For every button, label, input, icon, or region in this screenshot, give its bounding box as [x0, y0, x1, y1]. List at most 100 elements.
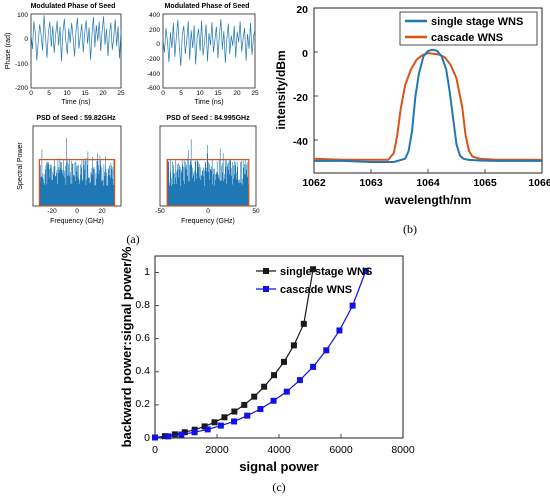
- subplot-b-xtick: 1065: [473, 177, 497, 189]
- subplot-a1-series: [30, 15, 122, 62]
- subplot-c-point-cascade: [323, 347, 330, 354]
- subplot-a2-title: Modulated Phase of Seed: [165, 3, 250, 10]
- subplot-c-point-cascade: [362, 267, 369, 274]
- subplot-c-point-cascade: [336, 327, 343, 334]
- subplot-b-xtick: 1062: [302, 177, 326, 189]
- subplot-a4-title: PSD of Seed : 84.995GHz: [166, 115, 250, 122]
- subplot-c-point-single: [300, 320, 307, 327]
- figure-label-b: (b): [403, 222, 417, 236]
- subplot-c-point-single: [201, 423, 208, 430]
- subplot-a3-xtick: 0: [75, 208, 79, 215]
- subplot-a4-series: [166, 139, 250, 207]
- subplot-a2-xlabel: Time (ns): [194, 99, 223, 106]
- subplot-a3-title: PSD of Seed : 59.82GHz: [36, 115, 116, 122]
- subplot-c-point-cascade: [191, 429, 198, 436]
- subplot-a2-trace: [162, 19, 256, 66]
- subplot-c-point-single: [271, 372, 278, 379]
- subplot-b-xtick: 1063: [359, 177, 383, 189]
- subplot-b-ytick: 20: [296, 4, 308, 16]
- subplot-a4-xlabel: Frequency (GHz): [181, 218, 235, 225]
- subplot-c-legend: single stage WNS cascade WNS: [256, 266, 372, 296]
- subplot-a1-xtick: 10: [63, 90, 71, 97]
- subplot-b-ylabel: intensity/dBm: [274, 50, 288, 129]
- subplot-a2-ytick: 0: [156, 41, 160, 48]
- subplot-c-ytick: 1: [144, 266, 150, 278]
- subplot-a1-title: Modulated Phase of Seed: [31, 3, 116, 10]
- subplot-b-legend-label-cascade: cascade WNS: [431, 32, 503, 44]
- subplot-c-ytick: 0.2: [135, 398, 150, 410]
- subplot-a1: Modulated Phase of Seed 100 0 -100 -200 …: [5, 3, 125, 106]
- subplot-c-point-single: [261, 383, 268, 390]
- subplot-c-ylabel: backward power:signal power/%: [119, 246, 134, 447]
- panel-c: 0 0.2 0.4 0.6 0.8 1 0 2000 4000 6000 800…: [119, 246, 415, 494]
- subplot-a2-ytick: -600: [147, 85, 160, 92]
- subplot-c-point-single: [290, 342, 297, 349]
- subplot-c-point-cascade: [204, 426, 211, 433]
- subplot-a3-band-outline: [38, 159, 116, 207]
- subplot-a3-series: [38, 137, 116, 207]
- subplot-c-point-cascade: [257, 406, 264, 413]
- subplot-a2-xtick: 5: [179, 90, 183, 97]
- subplot-a2-xtick: 15: [214, 90, 222, 97]
- subplot-a1-xtick: 25: [117, 90, 125, 97]
- subplot-c-axes: [154, 255, 404, 439]
- figure-label-c: (c): [272, 480, 285, 494]
- subplot-a4-band-outline: [166, 159, 250, 207]
- subplot-b-ytick: 0: [302, 48, 308, 60]
- subplot-c-legend-marker-single: [263, 268, 269, 274]
- subplot-c-ytick: 0: [144, 432, 150, 444]
- subplot-a4-xtick: 0: [206, 208, 210, 215]
- panel-b: 20 0 -20 -40 1062 1063 1064 1065 1066 wa…: [274, 4, 550, 236]
- subplot-a2-xtick: 25: [251, 90, 259, 97]
- subplot-c-point-cascade: [165, 433, 172, 440]
- subplot-c-point-cascade: [178, 431, 185, 438]
- subplot-c-xtick: 6000: [329, 444, 353, 456]
- subplot-c-ytick: 0.6: [135, 332, 150, 344]
- subplot-b-ytick: -40: [293, 136, 308, 148]
- subplot-c-point-single: [181, 429, 188, 436]
- subplot-c-point-cascade: [283, 388, 290, 395]
- subplot-b-legend: single stage WNS cascade WNS: [399, 11, 538, 46]
- subplot-b-xtick: 1064: [416, 177, 440, 189]
- figure-label-a: (a): [126, 232, 139, 246]
- subplot-a3-xlabel: Frequency (GHz): [50, 218, 104, 225]
- subplot-c-point-cascade: [244, 412, 251, 419]
- subplot-a1-xtick: 5: [47, 90, 51, 97]
- subplot-a3: PSD of Seed : 59.82GHz -20 0 20 Frequenc…: [17, 115, 122, 225]
- subplot-a1-ytick: -200: [15, 85, 28, 92]
- subplot-a2-xtick: 10: [196, 90, 204, 97]
- subplot-c-xtick: 2000: [205, 444, 229, 456]
- subplot-c-point-single: [231, 408, 238, 415]
- subplot-c-point-cascade: [152, 434, 158, 441]
- subplot-c-point-single: [211, 419, 218, 426]
- subplot-a2-xtick: 20: [233, 90, 241, 97]
- subplot-c-ytick: 0.8: [135, 299, 150, 311]
- subplot-a1-ytick: -100: [15, 61, 28, 68]
- subplot-a2-axes: [162, 13, 256, 89]
- subplot-a3-xtick: 20: [98, 208, 106, 215]
- subplot-a4: PSD of Seed : 84.995GHz -50 0 50 Frequen…: [155, 115, 260, 225]
- subplot-c-point-cascade: [296, 377, 303, 384]
- subplot-a2-ytick: -200: [147, 56, 160, 63]
- subplot-c-point-single: [241, 401, 248, 408]
- subplot-b-ytick: -20: [293, 92, 308, 104]
- subplot-c-point-single: [251, 393, 258, 400]
- subplot-c-ytick: 0.4: [135, 365, 150, 377]
- subplot-b-line-single: [314, 48, 542, 163]
- subplot-c-point-cascade: [217, 422, 224, 429]
- panel-a: Modulated Phase of Seed 100 0 -100 -200 …: [5, 3, 260, 246]
- subplot-a1-xlabel: Time (ns): [61, 99, 90, 106]
- subplot-a2-xtick: 0: [161, 90, 165, 97]
- subplot-a2-ytick: 200: [149, 27, 160, 34]
- subplot-c-xtick: 4000: [267, 444, 291, 456]
- subplot-c-point-single: [171, 431, 178, 438]
- subplot-c-legend-label-single: single stage WNS: [280, 266, 372, 278]
- subplot-c-point-single: [221, 414, 228, 421]
- subplot-a3-xtick: -20: [47, 208, 57, 215]
- subplot-c-series: [152, 266, 404, 441]
- subplot-c-xtick: 8000: [391, 444, 415, 456]
- subplot-b-legend-label-single: single stage WNS: [431, 16, 523, 28]
- subplot-c-point-cascade: [231, 418, 238, 425]
- subplot-a2-series: [162, 19, 256, 66]
